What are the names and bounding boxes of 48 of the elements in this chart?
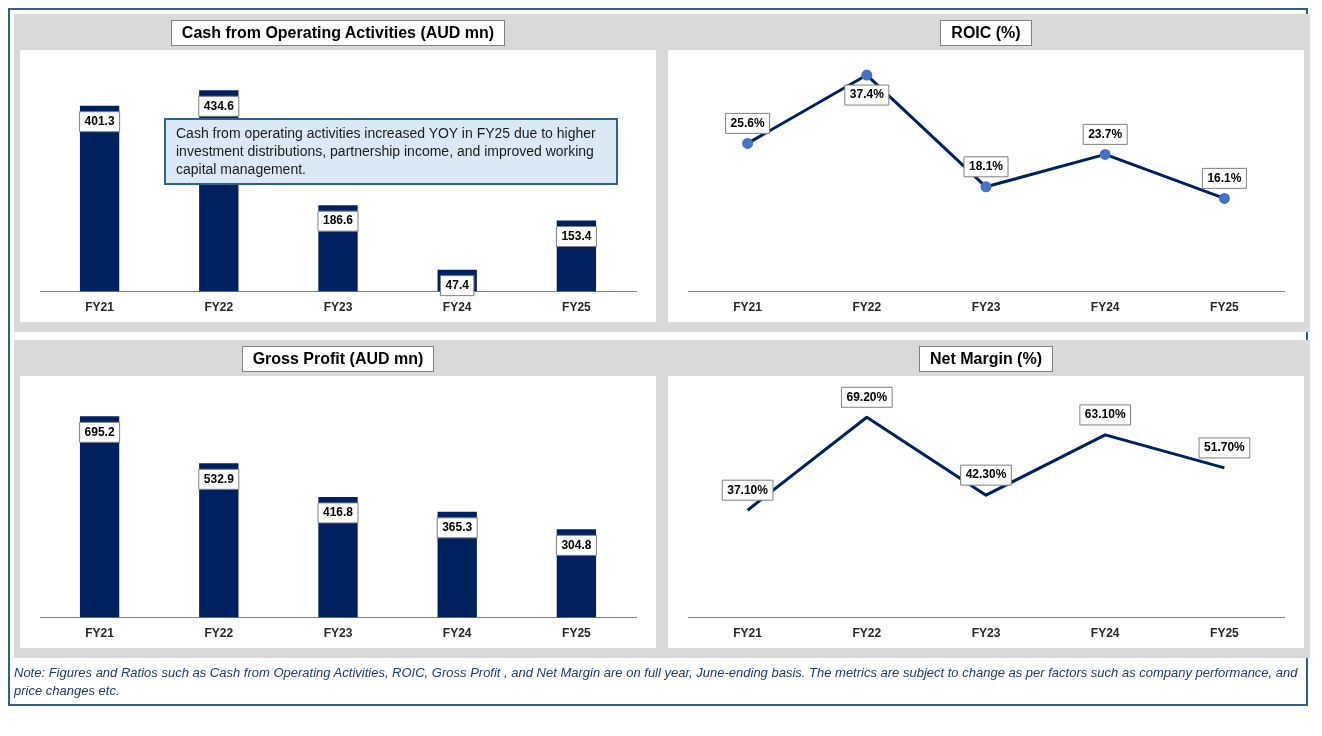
data-label: 186.6: [322, 213, 354, 228]
bar: [79, 105, 120, 292]
x-tick-label: FY23: [971, 300, 1001, 315]
data-label: 25.6%: [730, 115, 765, 130]
data-label: 23.7%: [1088, 126, 1123, 141]
x-tick-label: FY21: [85, 300, 115, 315]
x-tick-label: FY21: [733, 626, 763, 641]
x-tick-label: FY22: [204, 300, 234, 315]
x-tick-label: FY24: [442, 626, 472, 641]
data-label: 416.8: [322, 505, 354, 520]
chart-title: ROIC (%): [940, 20, 1032, 46]
x-tick-label: FY22: [852, 300, 882, 315]
data-label: 532.9: [203, 471, 235, 486]
note-box: Cash from operating activities increased YOY in FY25 due to higher investment distributions, partnership income, and improved working capital management.: [164, 118, 618, 185]
x-tick-label: FY24: [442, 300, 472, 315]
chart-title: Gross Profit (AUD mn): [241, 346, 435, 372]
data-label: 434.6: [203, 98, 235, 113]
x-tick-label: FY25: [1210, 626, 1240, 641]
x-tick-label: FY25: [1210, 300, 1240, 315]
data-label: 695.2: [84, 424, 115, 439]
x-tick-label: FY22: [852, 626, 882, 641]
x-tick-label: FY23: [971, 626, 1001, 641]
data-label: 401.3: [84, 114, 115, 129]
data-label: 63.10%: [1084, 407, 1126, 422]
data-label: 69.20%: [846, 389, 888, 404]
x-tick-label: FY21: [85, 626, 115, 641]
data-label: 16.1%: [1207, 170, 1242, 185]
chart-title: Net Margin (%): [919, 346, 1053, 372]
x-tick-label: FY24: [1090, 300, 1120, 315]
data-label: 42.30%: [965, 467, 1007, 482]
x-tick-label: FY25: [562, 626, 592, 641]
x-tick-label: FY23: [323, 300, 353, 315]
x-tick-label: FY21: [733, 300, 763, 315]
x-tick-label: FY25: [562, 300, 592, 315]
data-label: 153.4: [561, 228, 592, 243]
data-label: 51.70%: [1204, 440, 1246, 455]
data-label: 304.8: [561, 537, 592, 552]
x-tick-label: FY24: [1090, 626, 1120, 641]
x-tick-label: FY23: [323, 626, 353, 641]
data-label: 47.4: [445, 277, 470, 292]
data-label: 37.10%: [727, 482, 769, 497]
data-label: 18.1%: [968, 159, 1004, 174]
bar: [79, 416, 120, 618]
text: Note: Figures and Ratios such as Cash from Operating Activities, ROIC, Gross Profit , and Net Margin are on full year, June-ending basis. The metrics are subject to change as per factors such as company performance, and price changes etc.: [14, 664, 1299, 701]
data-label: 365.3: [442, 520, 473, 535]
data-label: 37.4%: [849, 87, 885, 102]
chart-title: Cash from Operating Activities (AUD mn): [170, 20, 506, 46]
x-tick-label: FY22: [204, 626, 234, 641]
